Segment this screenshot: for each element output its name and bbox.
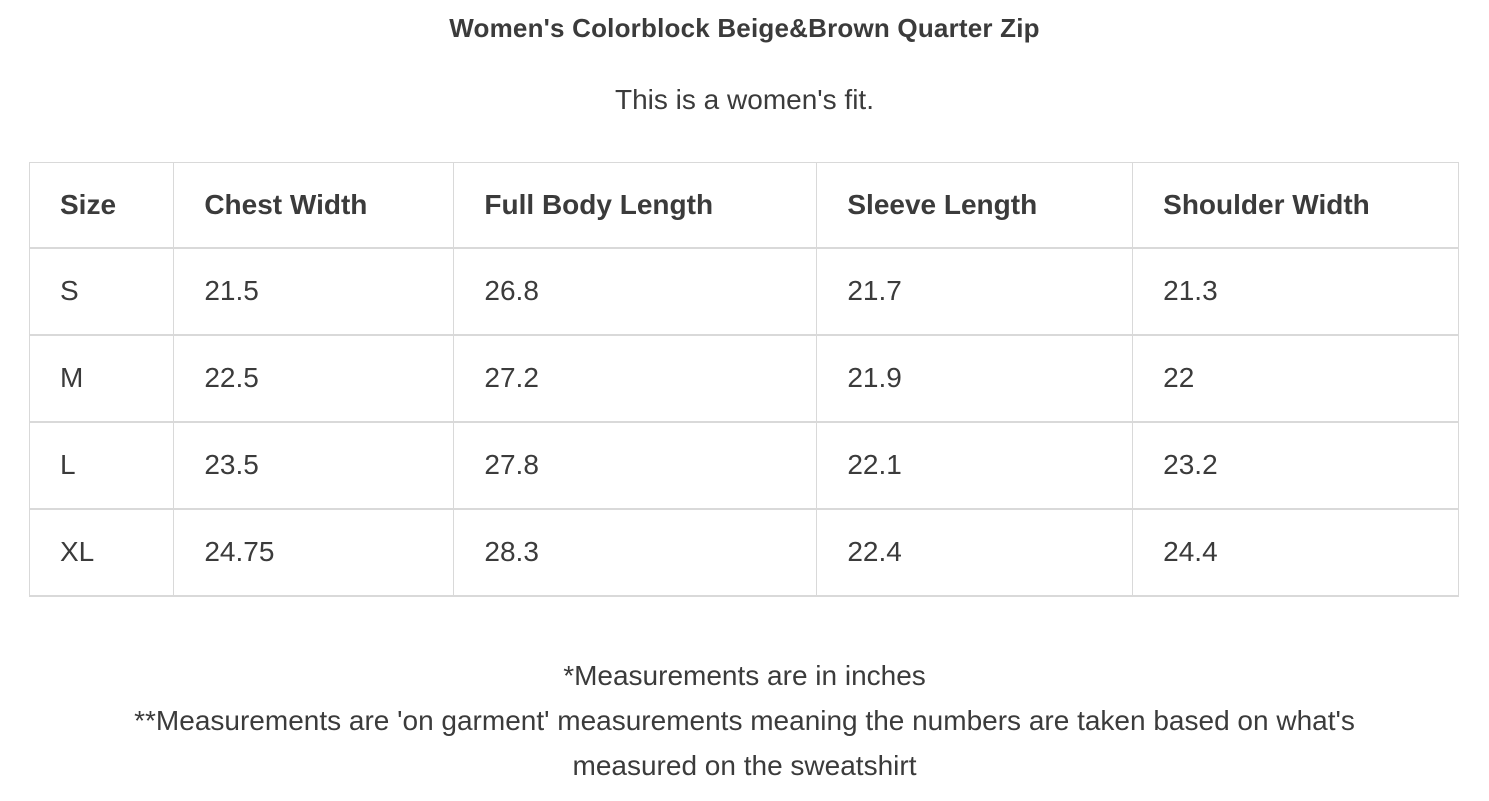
footnote-measurement-method: **Measurements are 'on garment' measurem… <box>134 704 1355 781</box>
full-body-length-cell: 27.8 <box>453 420 818 510</box>
chest-width-cell: 23.5 <box>173 420 455 510</box>
chest-width-cell: 24.75 <box>173 507 455 597</box>
table-row-l: L 23.5 27.8 22.1 23.2 <box>28 420 1459 510</box>
chest-width-cell: 21.5 <box>173 246 455 336</box>
chest-width-cell: 22.5 <box>173 333 455 423</box>
full-body-length-cell: 27.2 <box>453 333 818 423</box>
sleeve-length-cell: 22.1 <box>816 420 1134 510</box>
column-header-shoulder-width: Shoulder Width <box>1132 162 1459 249</box>
column-header-sleeve-length: Sleeve Length <box>816 162 1134 249</box>
table-row-xl: XL 24.75 28.3 22.4 24.4 <box>28 507 1459 597</box>
sleeve-length-cell: 22.4 <box>816 507 1134 597</box>
size-cell: S <box>28 246 175 336</box>
sleeve-length-cell: 21.7 <box>816 246 1134 336</box>
header-row: Size Chest Width Full Body Length Sleeve… <box>28 162 1459 249</box>
fit-note: This is a women's fit. <box>615 84 874 115</box>
shoulder-width-cell: 24.4 <box>1132 507 1459 597</box>
size-cell: XL <box>28 507 175 597</box>
sleeve-length-cell: 21.9 <box>816 333 1134 423</box>
full-body-length-cell: 28.3 <box>453 507 818 597</box>
page-title: Women's Colorblock Beige&Brown Quarter Z… <box>449 13 1040 43</box>
column-header-full-body-length: Full Body Length <box>453 162 818 249</box>
size-cell: L <box>28 420 175 510</box>
table-row-s: S 21.5 26.8 21.7 21.3 <box>28 246 1459 336</box>
size-cell: M <box>28 333 175 423</box>
footnote-units: *Measurements are in inches <box>563 659 926 691</box>
shoulder-width-cell: 21.3 <box>1132 246 1459 336</box>
column-header-chest-width: Chest Width <box>173 162 455 249</box>
table-row-m: M 22.5 27.2 21.9 22 <box>28 333 1459 423</box>
column-header-size: Size <box>28 162 175 249</box>
size-chart-table: Size Chest Width Full Body Length Sleeve… <box>28 162 1459 597</box>
footnotes: *Measurements are in inches **Measuremen… <box>72 653 1417 788</box>
shoulder-width-cell: 23.2 <box>1132 420 1459 510</box>
shoulder-width-cell: 22 <box>1132 333 1459 423</box>
full-body-length-cell: 26.8 <box>453 246 818 336</box>
